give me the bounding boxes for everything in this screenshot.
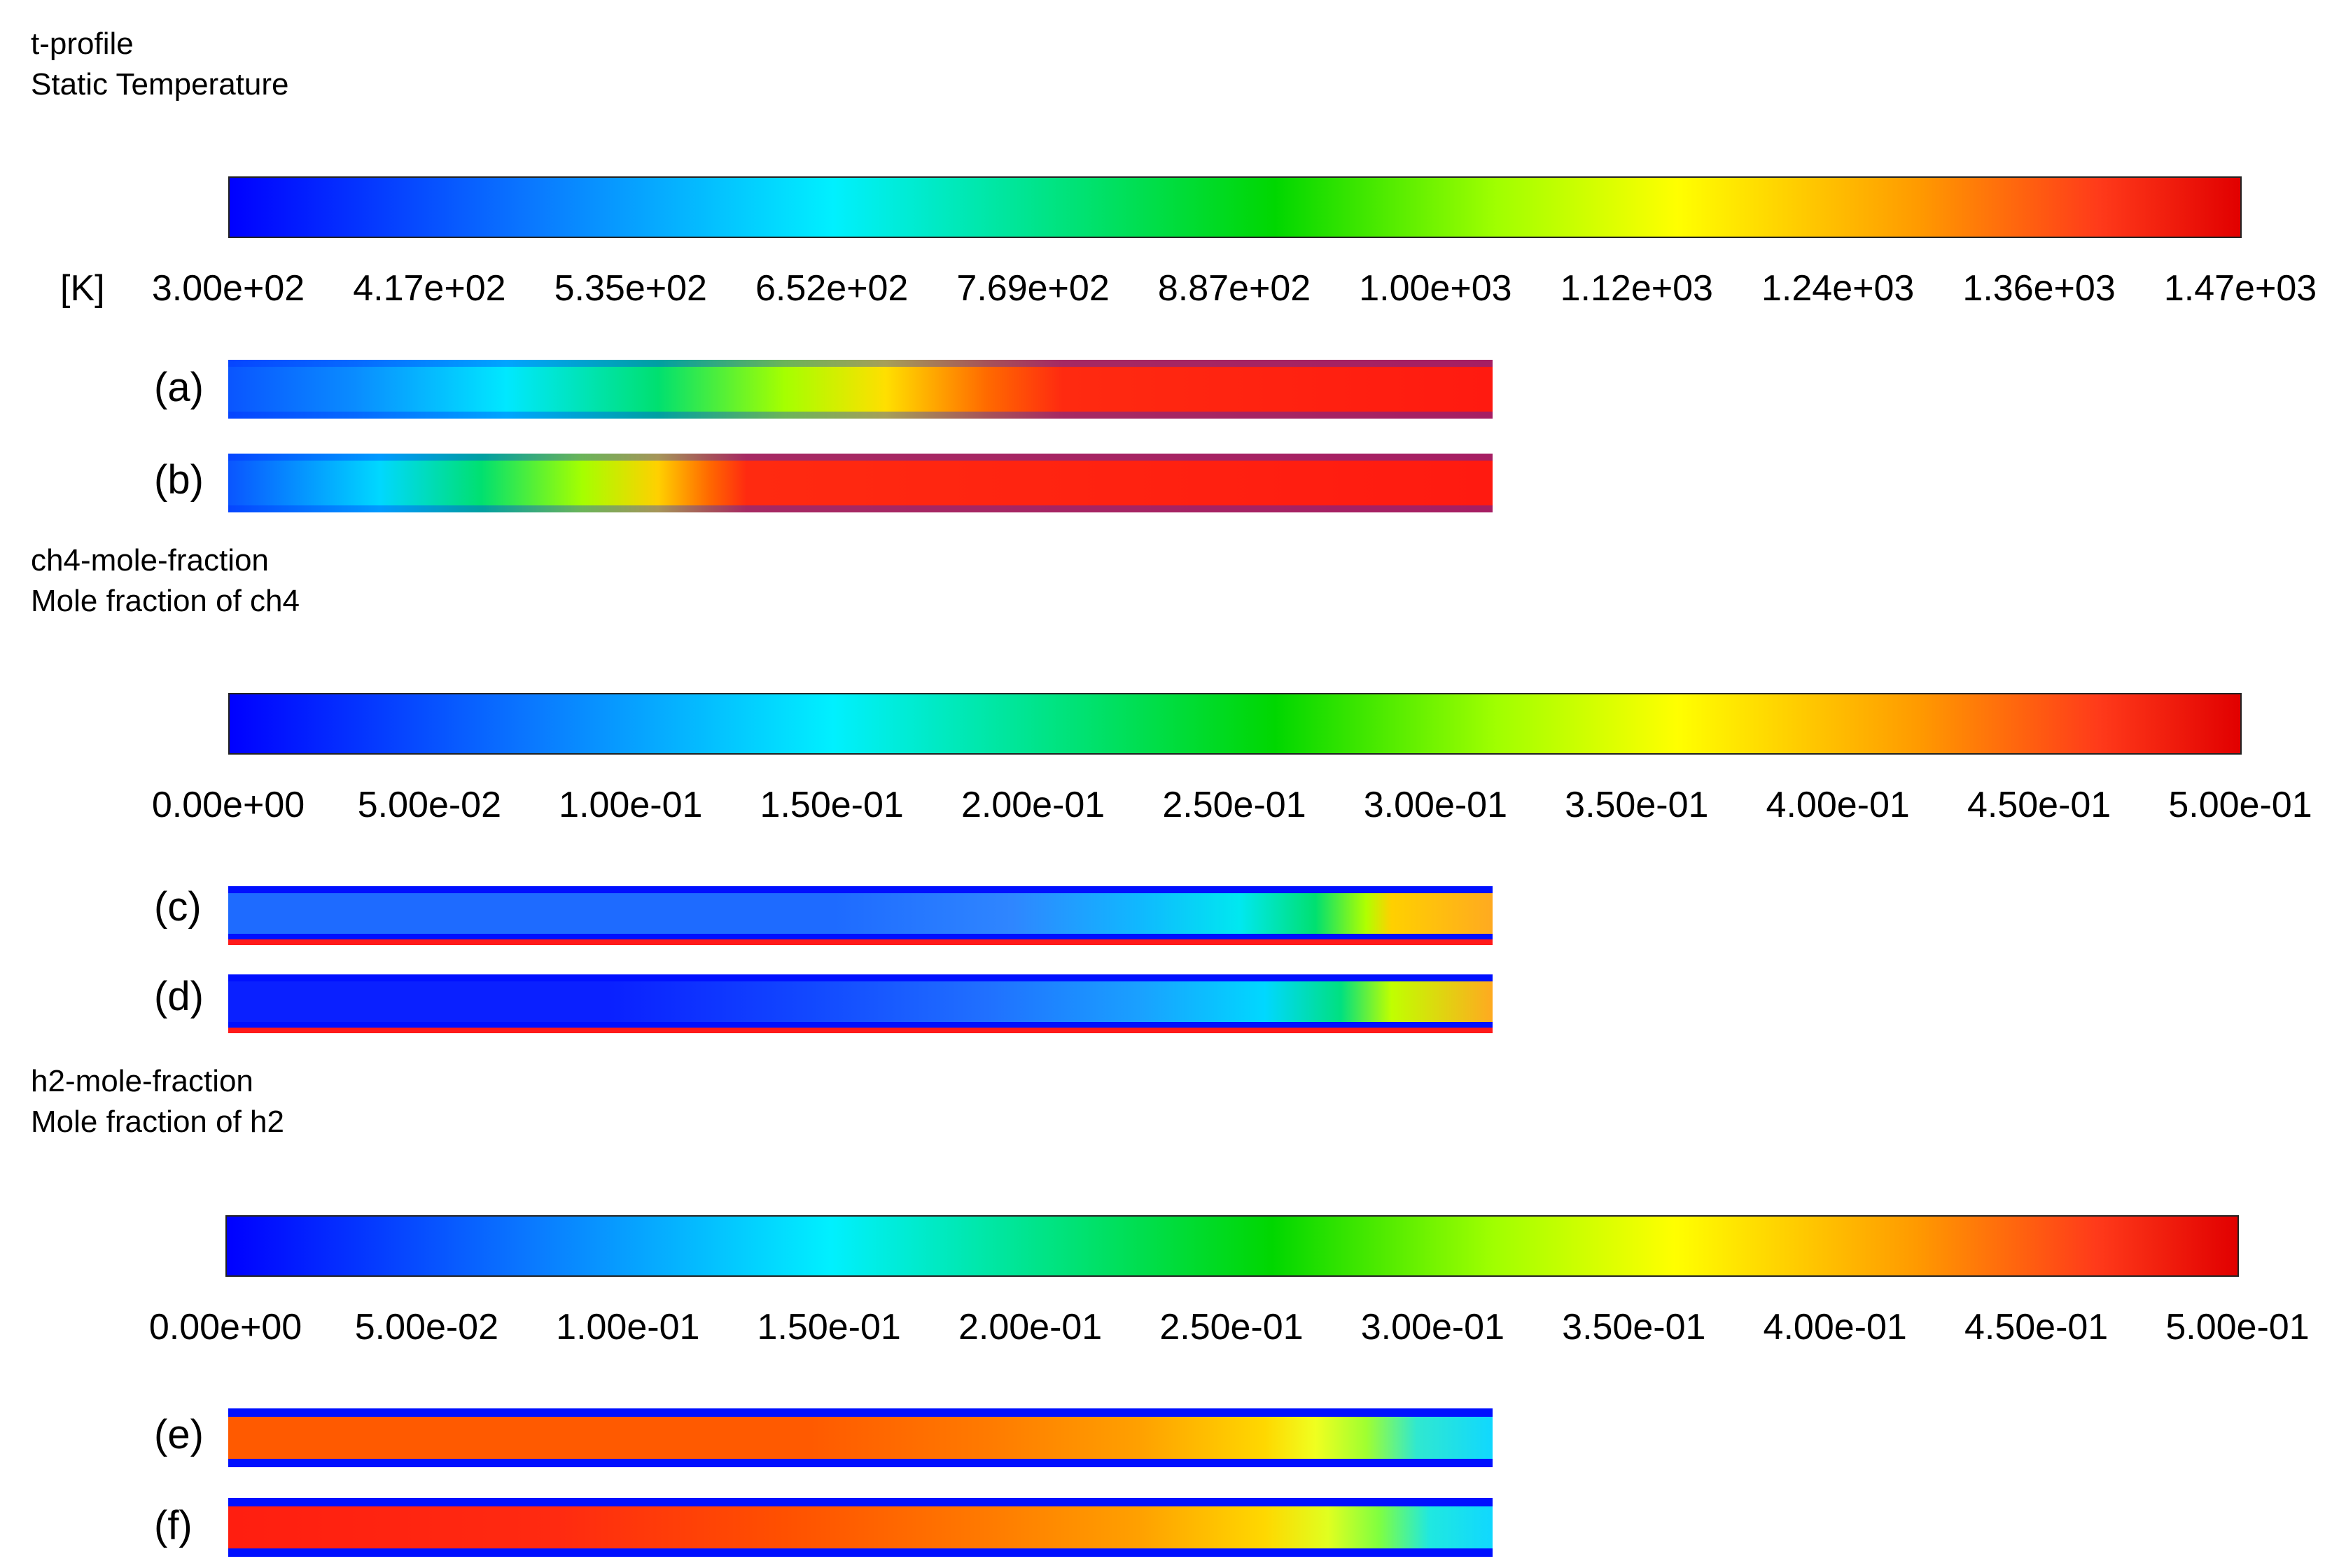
h2-tick-label: 5.00e-01 [2165, 1307, 2310, 1348]
h2-tick-label: 3.00e-01 [1360, 1307, 1505, 1348]
h2-tick-label: 0.00e+00 [148, 1307, 302, 1348]
temperature-tick-label: 1.47e+03 [2163, 268, 2317, 309]
temperature-tick-label: 3.00e+02 [151, 268, 305, 309]
ch4-tick-label: 2.00e-01 [961, 785, 1105, 825]
h2-tick-label: 2.00e-01 [958, 1307, 1103, 1348]
h2-tick-labels: 0.00e+00 5.00e-02 1.00e-01 1.50e-01 2.00e-01… [0, 1306, 2329, 1348]
h2-tick-label: 3.50e-01 [1562, 1307, 1706, 1348]
h2-tick-label: 1.00e-01 [556, 1307, 700, 1348]
ch4-contour-panel-d [228, 974, 1493, 1033]
panel-label-d: (d) [154, 974, 204, 1019]
h2-tick-label: 4.00e-01 [1763, 1307, 1907, 1348]
ch4-tick-label: 3.00e-01 [1363, 785, 1508, 825]
ch4-tick-label: 3.50e-01 [1565, 785, 1709, 825]
h2-tick-label: 4.50e-01 [1964, 1307, 2109, 1348]
temperature-tick-label: 1.00e+03 [1359, 268, 1512, 309]
temperature-tick-label: 1.24e+03 [1761, 268, 1915, 309]
temperature-tick-label: 6.52e+02 [755, 268, 909, 309]
ch4-tick-label: 4.00e-01 [1766, 785, 1910, 825]
panel-label-c: (c) [154, 884, 202, 930]
temperature-unit: [K] [60, 268, 105, 309]
temperature-tick-label: 4.17e+02 [353, 268, 506, 309]
h2-colorbar [225, 1215, 2239, 1277]
panel-label-b: (b) [154, 457, 204, 503]
temperature-contour-panel-b [228, 454, 1493, 512]
h2-tick-label: 5.00e-02 [354, 1307, 499, 1348]
temperature-tick-label: 7.69e+02 [956, 268, 1110, 309]
panel-label-a: (a) [154, 365, 204, 410]
temperature-quantity-title: Static Temperature [31, 67, 289, 102]
h2-contour-panel-f [228, 1498, 1493, 1557]
temperature-colorbar [228, 176, 2242, 238]
ch4-tick-labels: 0.00e+00 5.00e-02 1.00e-01 1.50e-01 2.00e-01… [0, 784, 2332, 826]
ch4-tick-label: 5.00e-01 [2168, 785, 2312, 825]
ch4-tick-label: 1.50e-01 [760, 785, 904, 825]
h2-contour-name: h2-mole-fraction [31, 1064, 253, 1098]
panel-label-f: (f) [154, 1503, 193, 1548]
ch4-colorbar [228, 693, 2242, 755]
h2-tick-label: 1.50e-01 [757, 1307, 901, 1348]
temperature-tick-label: 5.35e+02 [554, 268, 707, 309]
ch4-quantity-title: Mole fraction of ch4 [31, 584, 300, 618]
panel-label-e: (e) [154, 1412, 204, 1457]
h2-contour-panel-e [228, 1408, 1493, 1467]
ch4-tick-label: 4.50e-01 [1967, 785, 2111, 825]
temperature-tick-label: 1.36e+03 [1962, 268, 2116, 309]
ch4-contour-panel-c [228, 886, 1493, 945]
ch4-tick-label: 5.00e-02 [357, 785, 502, 825]
ch4-tick-label: 1.00e-01 [559, 785, 703, 825]
ch4-tick-label: 0.00e+00 [151, 785, 305, 825]
temperature-contour-panel-a [228, 360, 1493, 419]
h2-tick-label: 2.50e-01 [1159, 1307, 1304, 1348]
h2-quantity-title: Mole fraction of h2 [31, 1105, 284, 1139]
temperature-tick-label: 1.12e+03 [1560, 268, 1713, 309]
temperature-tick-labels: 3.00e+02 4.17e+02 5.35e+02 6.52e+02 7.69e+02… [0, 267, 2332, 309]
ch4-tick-label: 2.50e-01 [1162, 785, 1306, 825]
temperature-contour-name: t-profile [31, 27, 134, 61]
temperature-tick-label: 8.87e+02 [1157, 268, 1311, 309]
ch4-contour-name: ch4-mole-fraction [31, 543, 269, 578]
